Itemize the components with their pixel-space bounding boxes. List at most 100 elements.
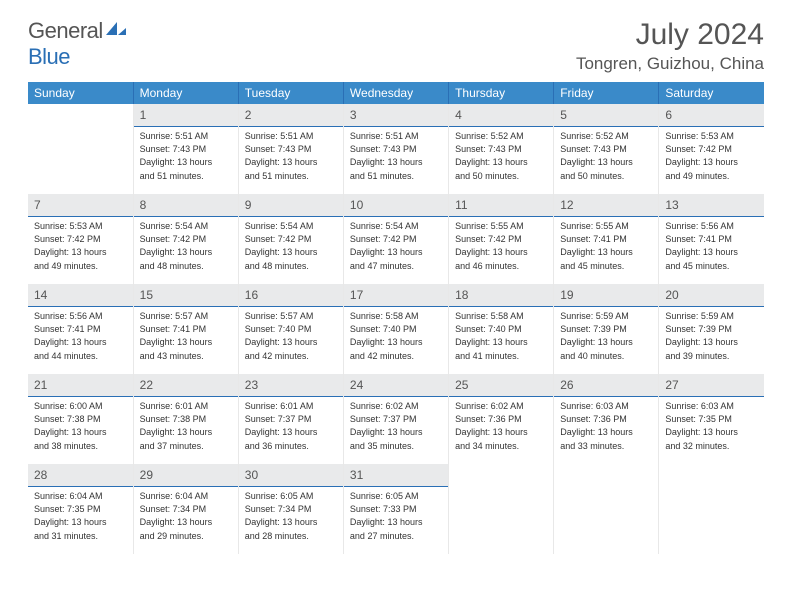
day-number: 27 <box>659 374 764 397</box>
sunrise-line: Sunrise: 5:53 AM <box>665 130 758 142</box>
daylight-line-1: Daylight: 13 hours <box>350 516 442 528</box>
sunset-line: Sunset: 7:36 PM <box>560 413 652 425</box>
daylight-line-1: Daylight: 13 hours <box>140 156 232 168</box>
daylight-line-1: Daylight: 13 hours <box>34 426 127 438</box>
sunset-line: Sunset: 7:38 PM <box>140 413 232 425</box>
daylight-line-2: and 51 minutes. <box>245 170 337 182</box>
daylight-line-2: and 42 minutes. <box>350 350 442 362</box>
day-number: 13 <box>659 194 764 217</box>
sunset-line: Sunset: 7:43 PM <box>245 143 337 155</box>
sunrise-line: Sunrise: 5:51 AM <box>350 130 442 142</box>
day-details: Sunrise: 6:04 AMSunset: 7:34 PMDaylight:… <box>134 487 238 549</box>
sunrise-line: Sunrise: 6:03 AM <box>665 400 758 412</box>
day-number: 3 <box>344 104 448 127</box>
page-title: July 2024 <box>576 18 764 52</box>
calendar-cell: 31Sunrise: 6:05 AMSunset: 7:33 PMDayligh… <box>343 464 448 554</box>
calendar-cell <box>554 464 659 554</box>
day-details: Sunrise: 6:03 AMSunset: 7:36 PMDaylight:… <box>554 397 658 459</box>
day-details: Sunrise: 5:57 AMSunset: 7:41 PMDaylight:… <box>134 307 238 369</box>
day-number: 2 <box>239 104 343 127</box>
day-details: Sunrise: 5:58 AMSunset: 7:40 PMDaylight:… <box>449 307 553 369</box>
sunset-line: Sunset: 7:42 PM <box>34 233 127 245</box>
daylight-line-1: Daylight: 13 hours <box>560 426 652 438</box>
day-details: Sunrise: 6:03 AMSunset: 7:35 PMDaylight:… <box>659 397 764 459</box>
calendar-cell: 26Sunrise: 6:03 AMSunset: 7:36 PMDayligh… <box>554 374 659 464</box>
sunrise-line: Sunrise: 6:03 AM <box>560 400 652 412</box>
day-details: Sunrise: 5:59 AMSunset: 7:39 PMDaylight:… <box>659 307 764 369</box>
day-number: 25 <box>449 374 553 397</box>
day-details: Sunrise: 5:53 AMSunset: 7:42 PMDaylight:… <box>659 127 764 189</box>
daylight-line-2: and 48 minutes. <box>140 260 232 272</box>
sunset-line: Sunset: 7:43 PM <box>350 143 442 155</box>
day-details: Sunrise: 6:01 AMSunset: 7:37 PMDaylight:… <box>239 397 343 459</box>
daylight-line-1: Daylight: 13 hours <box>34 336 127 348</box>
daylight-line-2: and 40 minutes. <box>560 350 652 362</box>
sunset-line: Sunset: 7:42 PM <box>665 143 758 155</box>
calendar-table: SundayMondayTuesdayWednesdayThursdayFrid… <box>28 82 764 554</box>
calendar-cell <box>449 464 554 554</box>
daylight-line-2: and 35 minutes. <box>350 440 442 452</box>
daylight-line-2: and 33 minutes. <box>560 440 652 452</box>
sunrise-line: Sunrise: 6:04 AM <box>140 490 232 502</box>
daylight-line-1: Daylight: 13 hours <box>455 336 547 348</box>
day-number: 10 <box>344 194 448 217</box>
day-details: Sunrise: 5:54 AMSunset: 7:42 PMDaylight:… <box>239 217 343 279</box>
day-header: Thursday <box>449 82 554 104</box>
daylight-line-2: and 36 minutes. <box>245 440 337 452</box>
sunrise-line: Sunrise: 6:05 AM <box>350 490 442 502</box>
daylight-line-1: Daylight: 13 hours <box>350 246 442 258</box>
sunrise-line: Sunrise: 5:51 AM <box>140 130 232 142</box>
calendar-cell: 8Sunrise: 5:54 AMSunset: 7:42 PMDaylight… <box>133 194 238 284</box>
sunset-line: Sunset: 7:40 PM <box>350 323 442 335</box>
sunrise-line: Sunrise: 6:05 AM <box>245 490 337 502</box>
day-header: Friday <box>554 82 659 104</box>
calendar-week-row: 21Sunrise: 6:00 AMSunset: 7:38 PMDayligh… <box>28 374 764 464</box>
calendar-cell: 15Sunrise: 5:57 AMSunset: 7:41 PMDayligh… <box>133 284 238 374</box>
calendar-cell: 20Sunrise: 5:59 AMSunset: 7:39 PMDayligh… <box>659 284 764 374</box>
calendar-cell: 10Sunrise: 5:54 AMSunset: 7:42 PMDayligh… <box>343 194 448 284</box>
day-number: 14 <box>28 284 133 307</box>
day-header: Sunday <box>28 82 133 104</box>
sunrise-line: Sunrise: 5:58 AM <box>350 310 442 322</box>
calendar-cell: 13Sunrise: 5:56 AMSunset: 7:41 PMDayligh… <box>659 194 764 284</box>
brand-part1: General <box>28 18 103 43</box>
calendar-cell: 17Sunrise: 5:58 AMSunset: 7:40 PMDayligh… <box>343 284 448 374</box>
day-header: Monday <box>133 82 238 104</box>
sunset-line: Sunset: 7:39 PM <box>560 323 652 335</box>
daylight-line-2: and 44 minutes. <box>34 350 127 362</box>
day-details: Sunrise: 5:54 AMSunset: 7:42 PMDaylight:… <box>134 217 238 279</box>
daylight-line-1: Daylight: 13 hours <box>245 336 337 348</box>
sunrise-line: Sunrise: 5:53 AM <box>34 220 127 232</box>
calendar-cell: 29Sunrise: 6:04 AMSunset: 7:34 PMDayligh… <box>133 464 238 554</box>
location-text: Tongren, Guizhou, China <box>576 54 764 74</box>
calendar-cell: 11Sunrise: 5:55 AMSunset: 7:42 PMDayligh… <box>449 194 554 284</box>
sunrise-line: Sunrise: 6:01 AM <box>140 400 232 412</box>
day-details: Sunrise: 5:55 AMSunset: 7:42 PMDaylight:… <box>449 217 553 279</box>
sunset-line: Sunset: 7:42 PM <box>245 233 337 245</box>
day-number: 9 <box>239 194 343 217</box>
day-details: Sunrise: 6:05 AMSunset: 7:34 PMDaylight:… <box>239 487 343 549</box>
calendar-cell: 4Sunrise: 5:52 AMSunset: 7:43 PMDaylight… <box>449 104 554 194</box>
calendar-cell: 7Sunrise: 5:53 AMSunset: 7:42 PMDaylight… <box>28 194 133 284</box>
daylight-line-2: and 42 minutes. <box>245 350 337 362</box>
calendar-week-row: 7Sunrise: 5:53 AMSunset: 7:42 PMDaylight… <box>28 194 764 284</box>
sunrise-line: Sunrise: 5:55 AM <box>560 220 652 232</box>
day-number: 30 <box>239 464 343 487</box>
calendar-cell: 9Sunrise: 5:54 AMSunset: 7:42 PMDaylight… <box>238 194 343 284</box>
sunrise-line: Sunrise: 5:56 AM <box>665 220 758 232</box>
day-details: Sunrise: 5:51 AMSunset: 7:43 PMDaylight:… <box>344 127 448 189</box>
day-number: 28 <box>28 464 133 487</box>
daylight-line-2: and 31 minutes. <box>34 530 127 542</box>
daylight-line-1: Daylight: 13 hours <box>560 246 652 258</box>
calendar-cell: 21Sunrise: 6:00 AMSunset: 7:38 PMDayligh… <box>28 374 133 464</box>
day-details: Sunrise: 5:54 AMSunset: 7:42 PMDaylight:… <box>344 217 448 279</box>
day-number: 5 <box>554 104 658 127</box>
calendar-cell: 14Sunrise: 5:56 AMSunset: 7:41 PMDayligh… <box>28 284 133 374</box>
day-number: 15 <box>134 284 238 307</box>
daylight-line-2: and 28 minutes. <box>245 530 337 542</box>
calendar-cell: 16Sunrise: 5:57 AMSunset: 7:40 PMDayligh… <box>238 284 343 374</box>
daylight-line-1: Daylight: 13 hours <box>350 426 442 438</box>
calendar-cell: 3Sunrise: 5:51 AMSunset: 7:43 PMDaylight… <box>343 104 448 194</box>
day-number: 23 <box>239 374 343 397</box>
calendar-cell: 5Sunrise: 5:52 AMSunset: 7:43 PMDaylight… <box>554 104 659 194</box>
